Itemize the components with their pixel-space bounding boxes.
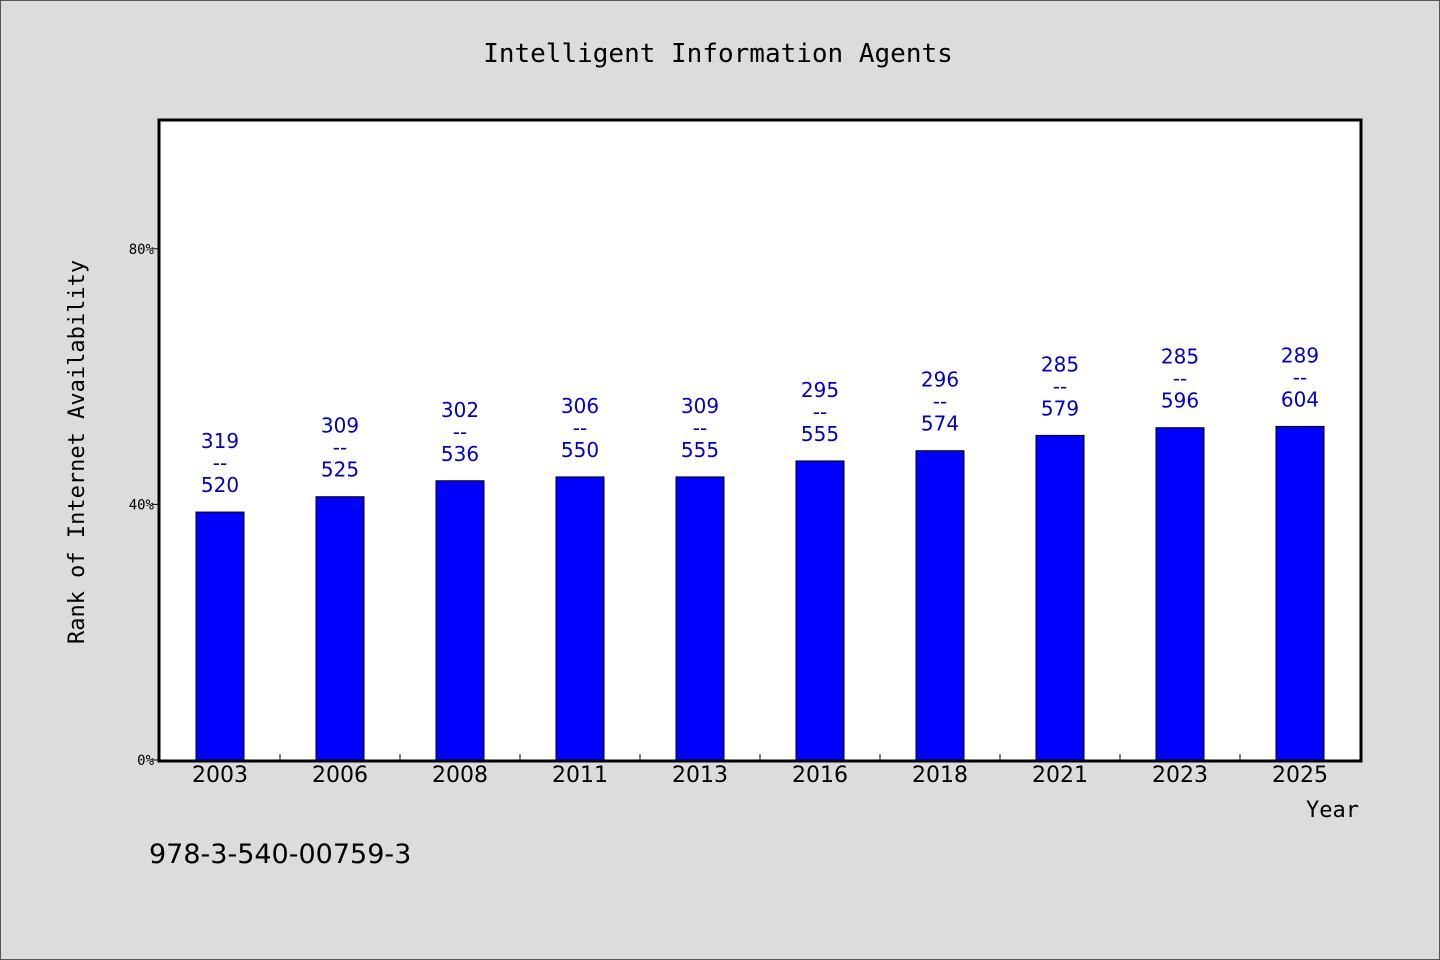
- x-tick-label: 2008: [432, 763, 488, 788]
- data-label: 319: [201, 429, 239, 453]
- bar-2003: [195, 511, 245, 761]
- data-label: 574: [921, 412, 959, 436]
- data-label: 555: [801, 422, 839, 446]
- data-label: 596: [1161, 389, 1199, 413]
- data-label: --: [333, 436, 347, 460]
- x-tick-label: 2011: [552, 763, 608, 788]
- chart-title: Intelligent Information Agents: [483, 39, 953, 69]
- y-tick-label: 40%: [129, 497, 155, 513]
- data-label: 306: [561, 394, 599, 418]
- bar-2011: [555, 476, 605, 761]
- y-tick-label: 0%: [137, 753, 154, 769]
- data-label: 302: [441, 398, 479, 422]
- data-label: 289: [1281, 343, 1319, 367]
- data-label: 579: [1041, 396, 1079, 420]
- data-label: 536: [441, 442, 479, 466]
- y-tick-label: 80%: [129, 242, 155, 258]
- data-label: 285: [1161, 345, 1199, 369]
- x-axis: 2003 2006 2008 2011 2013 2016 2018 2021 2023 2025: [192, 754, 1328, 788]
- bar-2025: [1275, 425, 1325, 761]
- data-label: 285: [1041, 352, 1079, 376]
- x-tick-label: 2023: [1152, 763, 1208, 788]
- data-label: --: [1293, 365, 1307, 389]
- x-axis-title: Year: [1306, 798, 1359, 823]
- data-label: --: [813, 400, 827, 424]
- data-label: 550: [561, 438, 599, 462]
- isbn-label: 978-3-540-00759-3: [149, 839, 411, 870]
- data-label: --: [573, 416, 587, 440]
- data-label: --: [213, 451, 227, 475]
- data-label: 309: [681, 394, 719, 418]
- x-tick-label: 2016: [792, 763, 848, 788]
- data-labels: 319--520309--525302--536306--550309--555…: [201, 343, 1319, 497]
- bar-2013: [675, 476, 725, 761]
- data-label: 296: [921, 368, 959, 392]
- x-tick-label: 2021: [1032, 763, 1088, 788]
- bar-2018: [915, 450, 965, 761]
- y-axis-title: Rank of Internet Availability: [65, 260, 90, 644]
- bar-2006: [315, 496, 365, 761]
- data-label: 309: [321, 414, 359, 438]
- y-axis: 0% 40% 80%: [129, 242, 160, 769]
- bar-2023: [1155, 427, 1205, 761]
- data-label: 520: [201, 473, 239, 497]
- x-tick-label: 2006: [312, 763, 368, 788]
- bar-2021: [1035, 434, 1085, 761]
- bar-series: [195, 425, 1325, 761]
- x-tick-label: 2025: [1272, 763, 1328, 788]
- data-label: 604: [1281, 387, 1319, 411]
- data-label: 295: [801, 378, 839, 402]
- data-label: --: [933, 390, 947, 414]
- data-label: --: [1053, 374, 1067, 398]
- x-tick-label: 2003: [192, 763, 248, 788]
- bar-2008: [435, 480, 485, 761]
- data-label: --: [453, 420, 467, 444]
- data-label: 525: [321, 458, 359, 482]
- x-tick-label: 2018: [912, 763, 968, 788]
- data-label: --: [693, 416, 707, 440]
- x-tick-label: 2013: [672, 763, 728, 788]
- data-label: --: [1173, 367, 1187, 391]
- bar-2016: [795, 460, 845, 761]
- data-label: 555: [681, 438, 719, 462]
